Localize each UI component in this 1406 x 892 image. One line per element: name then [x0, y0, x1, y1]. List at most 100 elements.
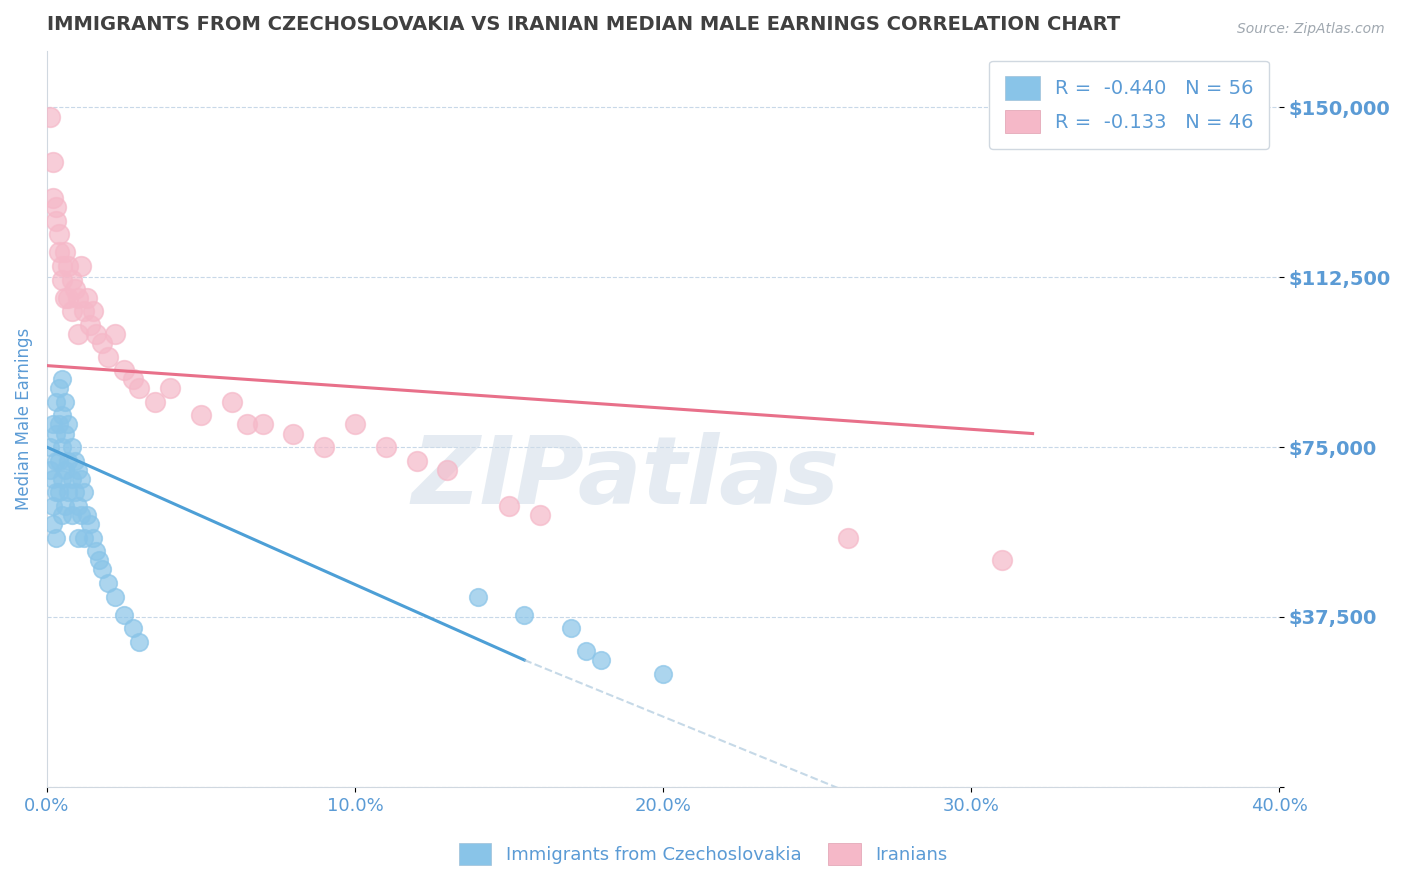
Point	[91, 562, 114, 576]
Point	[63, 454, 86, 468]
Point	[60, 440, 83, 454]
Point	[560, 621, 582, 635]
Point	[45, 213, 67, 227]
Point	[66, 291, 89, 305]
Point	[66, 531, 89, 545]
Point	[991, 553, 1014, 567]
Point	[39, 440, 62, 454]
Point	[374, 440, 396, 454]
Point	[104, 590, 127, 604]
Point	[58, 291, 80, 305]
Point	[51, 508, 73, 522]
Point	[58, 259, 80, 273]
Point	[112, 363, 135, 377]
Point	[42, 517, 65, 532]
Point	[122, 372, 145, 386]
Point	[48, 381, 70, 395]
Point	[45, 395, 67, 409]
Text: ZIPatlas: ZIPatlas	[412, 432, 839, 524]
Point	[89, 553, 111, 567]
Point	[51, 272, 73, 286]
Point	[73, 304, 96, 318]
Point	[122, 621, 145, 635]
Point	[60, 508, 83, 522]
Point	[51, 440, 73, 454]
Point	[82, 304, 104, 318]
Point	[63, 485, 86, 500]
Point	[42, 499, 65, 513]
Point	[405, 454, 427, 468]
Point	[60, 472, 83, 486]
Point	[69, 259, 91, 273]
Point	[66, 326, 89, 341]
Point	[51, 472, 73, 486]
Point	[60, 304, 83, 318]
Point	[84, 544, 107, 558]
Point	[45, 426, 67, 441]
Text: Source: ZipAtlas.com: Source: ZipAtlas.com	[1237, 22, 1385, 37]
Point	[42, 154, 65, 169]
Point	[42, 417, 65, 432]
Point	[51, 409, 73, 423]
Point	[283, 426, 305, 441]
Point	[529, 508, 551, 522]
Point	[128, 635, 150, 649]
Point	[58, 454, 80, 468]
Point	[48, 454, 70, 468]
Point	[48, 485, 70, 500]
Point	[498, 499, 520, 513]
Point	[236, 417, 259, 432]
Point	[73, 485, 96, 500]
Point	[79, 517, 101, 532]
Point	[112, 607, 135, 622]
Point	[467, 590, 489, 604]
Point	[45, 485, 67, 500]
Point	[58, 417, 80, 432]
Legend: R =  -0.440   N = 56, R =  -0.133   N = 46: R = -0.440 N = 56, R = -0.133 N = 46	[990, 61, 1270, 149]
Point	[45, 454, 67, 468]
Point	[69, 508, 91, 522]
Point	[69, 472, 91, 486]
Point	[837, 531, 859, 545]
Point	[53, 395, 76, 409]
Point	[51, 372, 73, 386]
Point	[66, 499, 89, 513]
Point	[91, 335, 114, 350]
Legend: Immigrants from Czechoslovakia, Iranians: Immigrants from Czechoslovakia, Iranians	[450, 834, 956, 874]
Point	[575, 644, 598, 658]
Point	[79, 318, 101, 332]
Point	[97, 350, 120, 364]
Point	[159, 381, 181, 395]
Point	[42, 472, 65, 486]
Point	[45, 200, 67, 214]
Point	[436, 463, 458, 477]
Point	[39, 110, 62, 124]
Point	[252, 417, 274, 432]
Point	[513, 607, 536, 622]
Point	[343, 417, 366, 432]
Point	[48, 417, 70, 432]
Point	[76, 291, 98, 305]
Point	[51, 259, 73, 273]
Point	[53, 463, 76, 477]
Point	[48, 245, 70, 260]
Point	[45, 531, 67, 545]
Text: IMMIGRANTS FROM CZECHOSLOVAKIA VS IRANIAN MEDIAN MALE EARNINGS CORRELATION CHART: IMMIGRANTS FROM CZECHOSLOVAKIA VS IRANIA…	[46, 15, 1121, 34]
Point	[66, 463, 89, 477]
Point	[53, 499, 76, 513]
Point	[82, 531, 104, 545]
Point	[190, 409, 212, 423]
Point	[48, 227, 70, 242]
Point	[58, 485, 80, 500]
Point	[76, 508, 98, 522]
Point	[652, 666, 675, 681]
Point	[53, 245, 76, 260]
Point	[60, 272, 83, 286]
Point	[63, 282, 86, 296]
Point	[143, 395, 166, 409]
Point	[53, 291, 76, 305]
Point	[73, 531, 96, 545]
Point	[104, 326, 127, 341]
Point	[128, 381, 150, 395]
Point	[39, 463, 62, 477]
